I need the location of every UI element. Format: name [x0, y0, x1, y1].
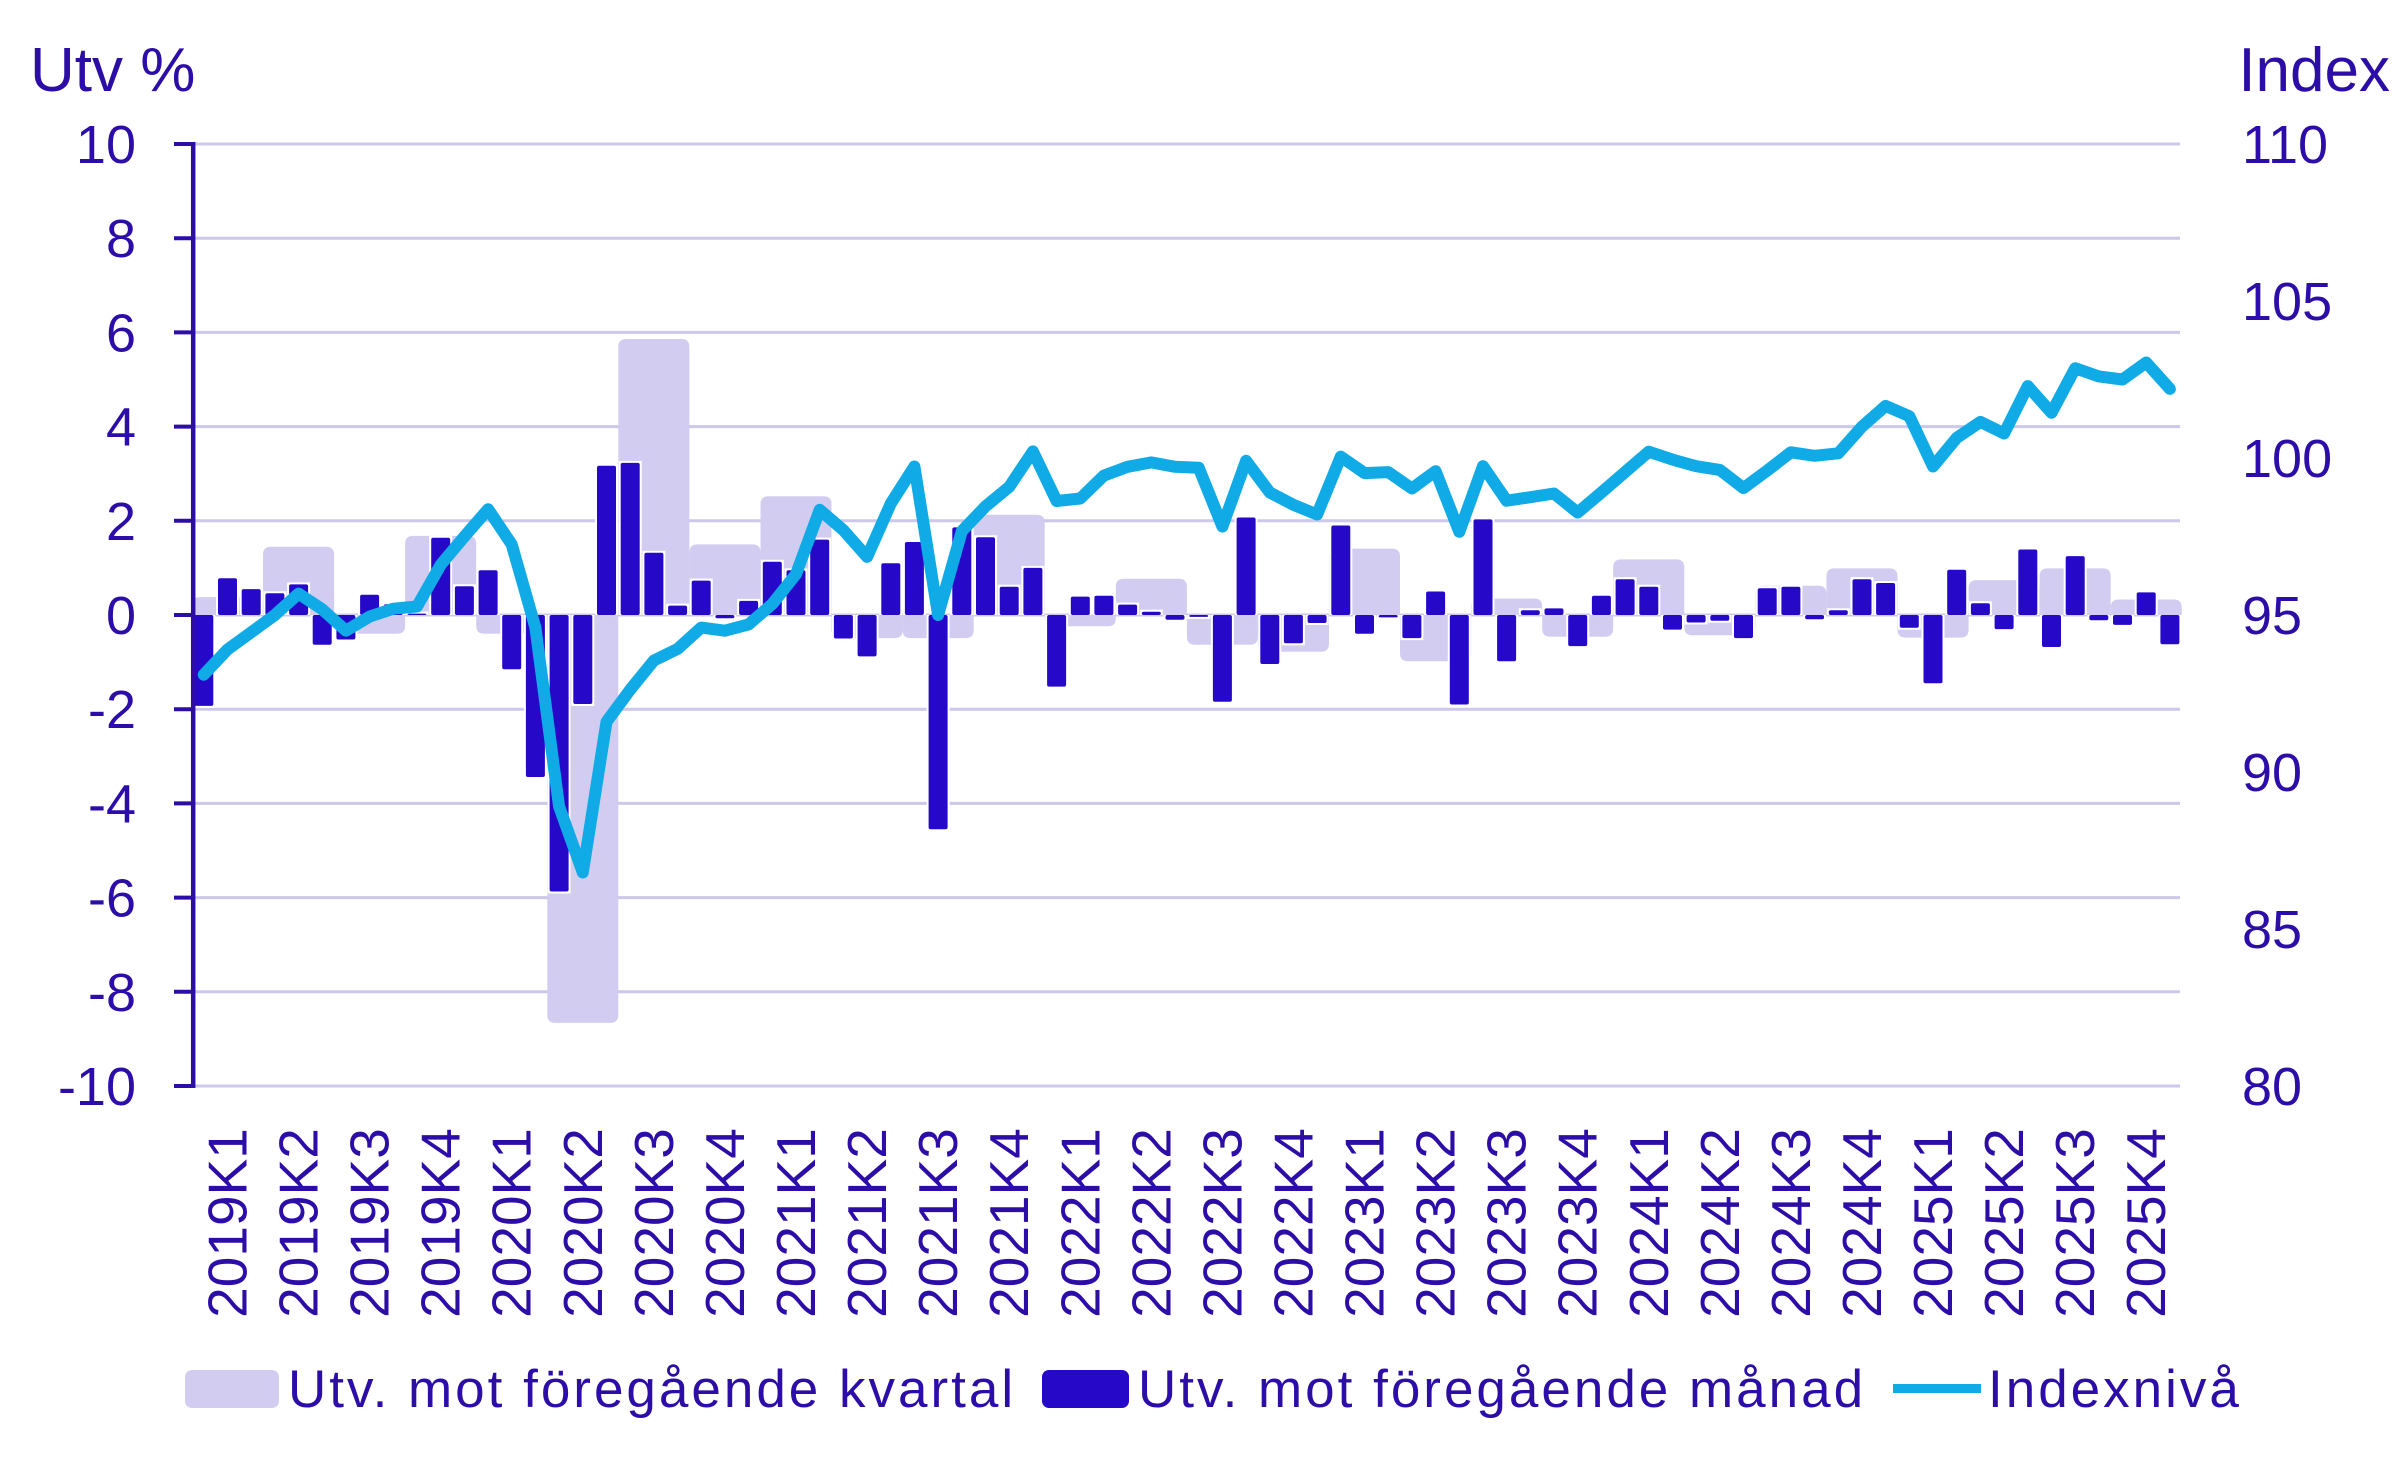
svg-text:2025K2: 2025K2 — [1973, 1128, 2035, 1318]
svg-text:2022K1: 2022K1 — [1049, 1128, 1111, 1318]
svg-text:-10: -10 — [58, 1057, 136, 1117]
svg-text:110: 110 — [2242, 115, 2328, 175]
svg-text:2020K1: 2020K1 — [481, 1128, 543, 1318]
svg-text:2021K4: 2021K4 — [978, 1128, 1040, 1318]
svg-text:2023K4: 2023K4 — [1547, 1128, 1609, 1318]
svg-text:6: 6 — [106, 303, 136, 363]
svg-text:2022K3: 2022K3 — [1191, 1128, 1253, 1318]
svg-text:2023K1: 2023K1 — [1334, 1128, 1396, 1318]
svg-text:-8: -8 — [88, 963, 136, 1023]
svg-text:2023K3: 2023K3 — [1476, 1128, 1538, 1318]
svg-text:2: 2 — [106, 492, 136, 552]
svg-text:-4: -4 — [88, 774, 136, 834]
svg-text:90: 90 — [2242, 743, 2302, 803]
svg-text:Indexnivå: Indexnivå — [1988, 1360, 2242, 1419]
svg-text:2021K3: 2021K3 — [907, 1128, 969, 1318]
svg-text:8: 8 — [106, 209, 136, 269]
svg-text:2022K2: 2022K2 — [1120, 1128, 1182, 1318]
svg-text:2022K4: 2022K4 — [1262, 1128, 1324, 1318]
svg-text:-2: -2 — [88, 680, 136, 740]
svg-text:Utv %: Utv % — [30, 36, 195, 105]
svg-text:Utv. mot föregående månad: Utv. mot föregående månad — [1138, 1360, 1866, 1419]
svg-text:2020K2: 2020K2 — [552, 1128, 614, 1318]
svg-text:2020K4: 2020K4 — [694, 1128, 756, 1318]
svg-text:105: 105 — [2242, 272, 2332, 332]
svg-text:95: 95 — [2242, 586, 2302, 646]
svg-text:2021K1: 2021K1 — [765, 1128, 827, 1318]
svg-text:2019K4: 2019K4 — [410, 1128, 472, 1318]
svg-text:2025K4: 2025K4 — [2115, 1128, 2177, 1318]
svg-text:10: 10 — [76, 115, 136, 175]
svg-text:Index: Index — [2238, 36, 2390, 105]
svg-text:4: 4 — [106, 398, 136, 458]
svg-text:2019K3: 2019K3 — [339, 1128, 401, 1318]
svg-text:2021K2: 2021K2 — [836, 1128, 898, 1318]
svg-text:2023K2: 2023K2 — [1405, 1128, 1467, 1318]
svg-text:80: 80 — [2242, 1057, 2302, 1117]
svg-text:-6: -6 — [88, 869, 136, 929]
svg-text:2019K2: 2019K2 — [268, 1128, 330, 1318]
svg-text:85: 85 — [2242, 900, 2302, 960]
svg-text:2024K3: 2024K3 — [1760, 1128, 1822, 1318]
svg-text:Utv. mot föregående kvartal: Utv. mot föregående kvartal — [288, 1360, 1016, 1419]
svg-text:2025K3: 2025K3 — [2044, 1128, 2106, 1318]
svg-text:2024K4: 2024K4 — [1831, 1128, 1893, 1318]
svg-text:2020K3: 2020K3 — [623, 1128, 685, 1318]
svg-text:2024K1: 2024K1 — [1618, 1128, 1680, 1318]
svg-text:2024K2: 2024K2 — [1689, 1128, 1751, 1318]
svg-text:100: 100 — [2242, 429, 2332, 489]
svg-text:0: 0 — [106, 586, 136, 646]
svg-text:2025K1: 2025K1 — [1902, 1128, 1964, 1318]
svg-text:2019K1: 2019K1 — [197, 1128, 259, 1318]
